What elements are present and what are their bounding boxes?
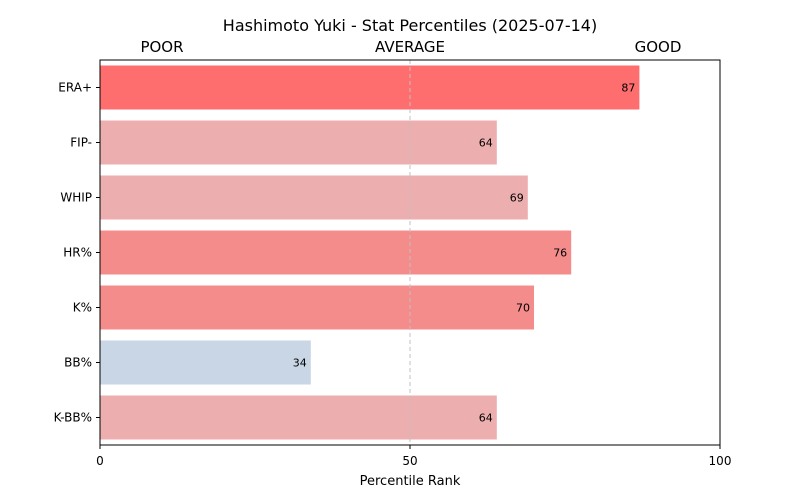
bar-bb- <box>100 340 311 385</box>
zone-label-good: GOOD <box>635 38 682 56</box>
category-label: BB% <box>64 356 92 370</box>
category-label: ERA+ <box>58 81 92 95</box>
value-label: 34 <box>293 357 307 370</box>
x-tick-label: 50 <box>402 454 417 468</box>
x-axis-title: Percentile Rank <box>360 474 461 489</box>
value-label: 87 <box>621 82 635 95</box>
bar-hr- <box>100 230 572 275</box>
category-label: WHIP <box>60 191 92 205</box>
zone-label-average: AVERAGE <box>375 38 445 56</box>
value-label: 64 <box>479 412 493 425</box>
chart-title: Hashimoto Yuki - Stat Percentiles (2025-… <box>223 16 597 35</box>
bar-era- <box>100 65 640 110</box>
x-axis: 0 50 100 <box>96 445 731 468</box>
category-label: K% <box>73 301 92 315</box>
category-label: FIP- <box>70 136 92 150</box>
y-axis: ERA+ FIP- WHIP HR% K% BB% K-BB% <box>54 81 100 425</box>
value-label: 69 <box>510 192 524 205</box>
zone-labels: POOR AVERAGE GOOD <box>140 38 681 56</box>
category-label: K-BB% <box>54 411 92 425</box>
bar-k- <box>100 285 534 330</box>
zone-label-poor: POOR <box>140 38 183 56</box>
bar-whip <box>100 175 528 220</box>
bar-k-bb- <box>100 395 497 440</box>
bars: 87 64 69 76 70 34 64 <box>100 65 640 440</box>
value-label: 64 <box>479 137 493 150</box>
x-tick-label: 100 <box>709 454 732 468</box>
bar-fip- <box>100 120 497 165</box>
x-tick-label: 0 <box>96 454 104 468</box>
category-label: HR% <box>63 246 92 260</box>
value-label: 76 <box>553 247 567 260</box>
value-label: 70 <box>516 302 530 315</box>
